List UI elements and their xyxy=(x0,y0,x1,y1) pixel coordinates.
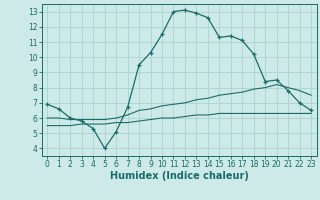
X-axis label: Humidex (Indice chaleur): Humidex (Indice chaleur) xyxy=(110,171,249,181)
